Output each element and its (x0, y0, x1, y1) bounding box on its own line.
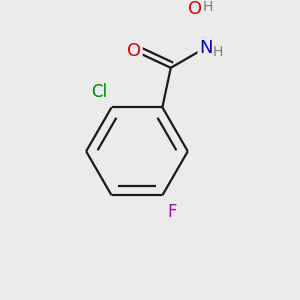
Text: F: F (167, 202, 176, 220)
Text: O: O (188, 0, 202, 18)
Text: Cl: Cl (91, 83, 107, 101)
Text: O: O (127, 42, 141, 60)
Text: H: H (202, 0, 213, 14)
Text: N: N (199, 39, 212, 57)
Text: H: H (213, 45, 224, 59)
